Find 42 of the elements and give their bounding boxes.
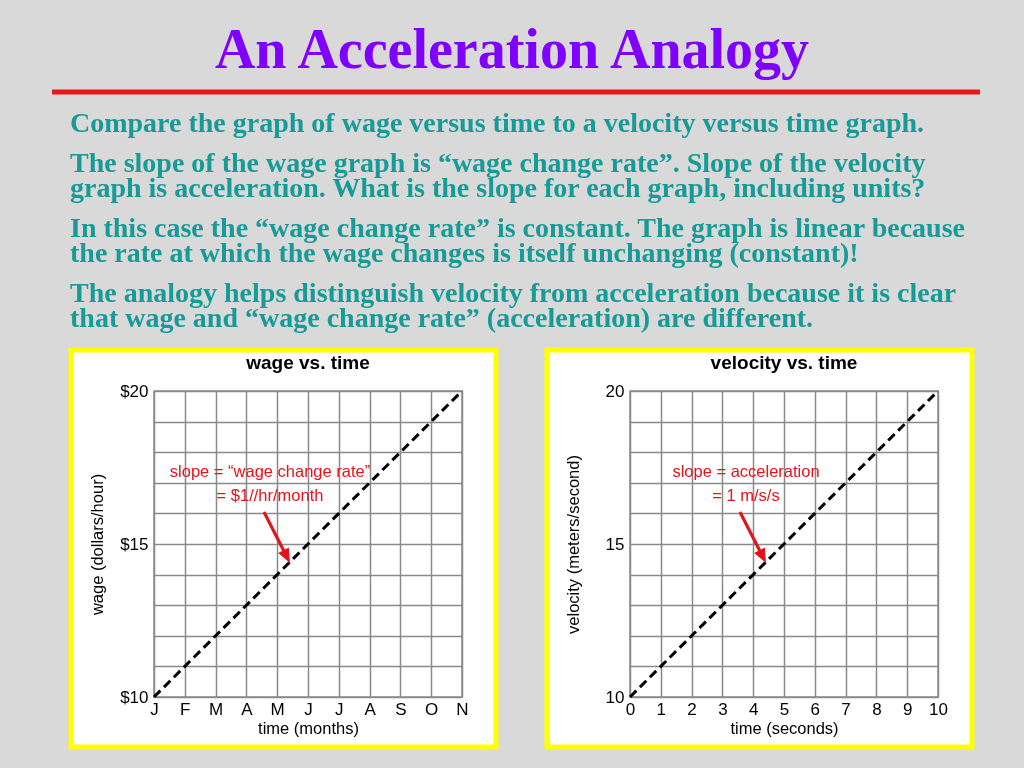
x-tick-label: J (304, 699, 313, 719)
x-tick-label: S (395, 699, 407, 719)
x-tick-label: F (180, 699, 191, 719)
x-tick-label: A (241, 699, 254, 719)
annotation: slope = “wage change rate” = $1//hr/month (169, 462, 371, 504)
y-tick-label: 20 (605, 381, 625, 401)
annotation: slope = acceleration = 1 m/s/s (672, 462, 820, 504)
x-tick-label: 5 (779, 699, 790, 719)
x-tick-label: 3 (718, 699, 728, 719)
x-tick-label: N (456, 699, 469, 719)
x-tick-label: A (364, 699, 377, 719)
chart-title: velocity vs. time (710, 352, 858, 373)
text: The analogy helps distinguish velocity from acceleration because it is clear that wage and “wage change rate” (acceleration) are different. (70, 277, 957, 333)
x-tick-label: 10 (929, 699, 948, 719)
y-axis-title: wage (dollars/hour) (87, 473, 106, 617)
chart-title: wage vs. time (245, 352, 370, 373)
x-tick-label: 9 (902, 699, 913, 719)
x-tick-label: J (335, 699, 344, 719)
x-axis-title: time (months) (258, 718, 359, 737)
x-tick-label: M (270, 699, 285, 719)
text: An Acceleration Analogy (214, 18, 810, 80)
x-tick-label: O (425, 699, 439, 719)
y-axis-title: velocity (meters/second) (563, 455, 582, 634)
y-tick-label: $10 (120, 687, 149, 707)
line-series (152, 389, 464, 699)
text: The slope of the wage graph is “wage change rate”. Slope of the velocity graph is acceleration. What is the slope for each graph, including units? (70, 147, 926, 203)
x-tick-label: 6 (810, 699, 821, 719)
y-tick-label: $20 (120, 381, 149, 401)
x-tick-label: 7 (841, 699, 851, 719)
y-tick-label: 15 (605, 534, 625, 554)
x-tick-label: 8 (872, 699, 882, 719)
x-tick-label: 2 (687, 699, 697, 719)
text: In this case the “wage change rate” is constant. The graph is linear because the rate at which the wage changes is itself unchanging (constant)! (70, 212, 965, 268)
x-tick-label: 0 (625, 699, 636, 719)
x-tick-label: 1 (656, 699, 667, 719)
x-tick-label: M (209, 699, 224, 719)
text: Compare the graph of wage versus time to a velocity versus time graph. (70, 107, 925, 138)
x-tick-label: J (150, 699, 159, 719)
x-tick-label: 4 (748, 699, 759, 719)
x-axis-title: time (seconds) (730, 718, 839, 737)
line-series (628, 389, 940, 699)
y-tick-label: $15 (120, 534, 149, 554)
